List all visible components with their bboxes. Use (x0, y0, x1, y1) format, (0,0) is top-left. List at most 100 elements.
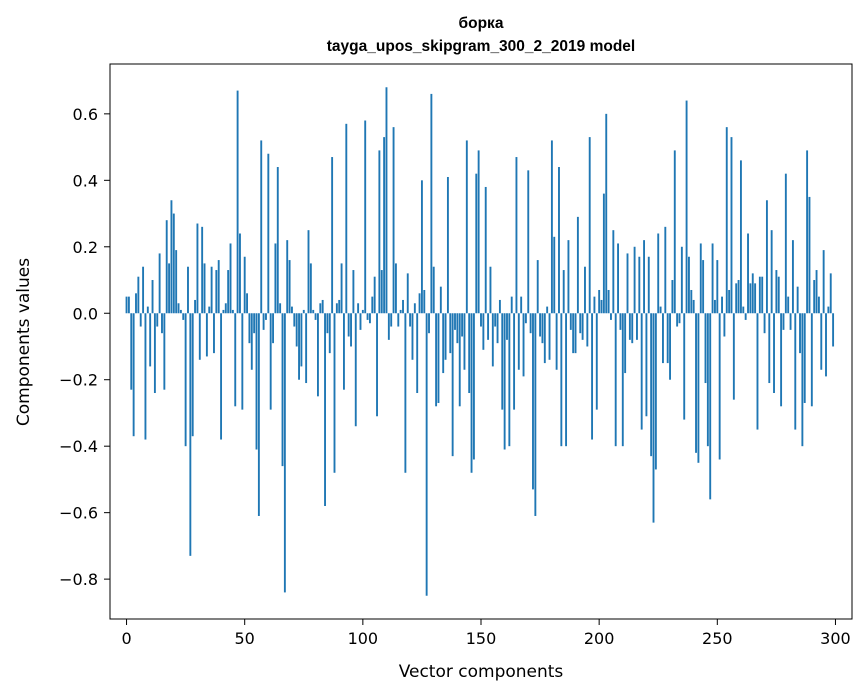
bar-component-121 (411, 313, 414, 360)
bar-component-129 (430, 93, 433, 314)
bar-component-101 (364, 120, 367, 314)
bar-component-92 (343, 313, 345, 390)
bar-component-67 (283, 313, 286, 593)
bar-component-146 (470, 313, 473, 473)
bar-component-186 (565, 313, 568, 447)
bar-component-144 (465, 140, 468, 314)
bar-component-29 (194, 299, 197, 314)
bar-component-261 (742, 306, 745, 314)
bar-component-211 (624, 313, 627, 374)
bar-component-54 (253, 313, 256, 334)
bar-component-108 (380, 270, 383, 314)
bar-component-202 (602, 193, 605, 314)
bar-component-274 (773, 313, 775, 394)
bar-component-51 (246, 293, 248, 314)
bar-component-120 (409, 313, 412, 327)
bar-component-68 (286, 240, 289, 314)
bar-component-58 (262, 313, 265, 330)
bar-component-197 (591, 313, 594, 440)
bar-component-16 (163, 313, 166, 390)
bar-component-189 (572, 313, 575, 354)
bar-component-100 (361, 309, 364, 314)
bar-component-62 (272, 313, 274, 344)
bar-component-232 (673, 150, 676, 314)
bar-component-163 (510, 296, 513, 314)
bar-component-298 (829, 273, 832, 314)
bar-component-226 (659, 306, 662, 314)
bar-component-93 (345, 123, 348, 314)
bar-component-105 (373, 276, 376, 314)
bar-component-13 (156, 313, 159, 327)
bar-component-37 (213, 313, 215, 354)
bar-component-97 (354, 313, 357, 427)
x-tick-label: 150 (466, 629, 497, 648)
bar-component-206 (612, 230, 615, 314)
bar-component-156 (494, 313, 497, 327)
bar-component-94 (347, 313, 350, 337)
bar-component-50 (243, 256, 246, 314)
bar-component-290 (810, 313, 813, 407)
bar-component-183 (558, 167, 560, 314)
bar-component-233 (676, 313, 679, 327)
bar-component-98 (357, 303, 360, 314)
bar-component-95 (350, 313, 352, 347)
bar-component-297 (827, 306, 830, 314)
y-tick-label: −0.8 (59, 570, 98, 589)
bar-component-244 (702, 260, 705, 314)
y-axis-ticks: −0.8 −0.6 −0.4 −0.2 0.0 0.2 0.4 0.6 (59, 105, 110, 589)
bar-component-40 (220, 313, 223, 440)
bar-component-165 (515, 157, 518, 314)
bar-component-270 (763, 313, 766, 334)
bar-component-139 (454, 313, 456, 330)
bar-component-166 (517, 313, 520, 370)
bar-component-199 (595, 313, 598, 410)
bar-component-24 (182, 313, 185, 320)
bar-component-112 (390, 313, 393, 327)
bar-component-235 (680, 246, 683, 314)
bar-series (125, 87, 835, 596)
bar-component-116 (399, 309, 402, 314)
bar-component-14 (158, 253, 161, 314)
bar-component-191 (576, 216, 579, 314)
bar-component-215 (633, 246, 636, 314)
bar-component-118 (404, 313, 407, 473)
bar-component-190 (574, 313, 577, 354)
bar-component-162 (508, 313, 511, 447)
bar-component-282 (791, 240, 794, 314)
bar-component-64 (276, 167, 279, 314)
bar-component-90 (338, 299, 341, 314)
bar-component-263 (747, 233, 749, 314)
bar-component-46 (234, 313, 237, 407)
x-tick-label: 200 (584, 629, 615, 648)
bar-component-113 (392, 127, 395, 314)
bar-component-254 (725, 127, 728, 314)
bar-component-210 (621, 313, 624, 447)
bar-component-153 (487, 313, 490, 340)
y-tick-label: 0.2 (73, 238, 98, 257)
bar-component-38 (215, 270, 218, 314)
bar-component-204 (607, 289, 610, 314)
bar-component-52 (248, 313, 251, 344)
bar-component-209 (619, 313, 622, 330)
bar-component-299 (832, 313, 835, 347)
bar-component-240 (692, 299, 695, 314)
bar-component-86 (328, 313, 331, 354)
bar-component-77 (307, 230, 310, 314)
bar-component-114 (394, 263, 397, 314)
bar-component-43 (227, 270, 230, 314)
bar-component-260 (739, 160, 742, 314)
bar-component-55 (255, 313, 258, 450)
bar-component-44 (229, 243, 232, 314)
y-tick-label: −0.6 (59, 504, 98, 523)
bar-component-225 (657, 233, 660, 314)
bar-component-158 (498, 299, 501, 314)
bar-component-266 (754, 283, 757, 314)
bar-component-247 (709, 313, 712, 500)
bar-component-18 (168, 263, 171, 314)
bar-component-49 (241, 313, 244, 410)
bar-component-39 (217, 260, 220, 314)
bar-component-133 (439, 286, 442, 314)
bar-component-142 (461, 313, 464, 337)
bar-component-59 (265, 313, 267, 320)
